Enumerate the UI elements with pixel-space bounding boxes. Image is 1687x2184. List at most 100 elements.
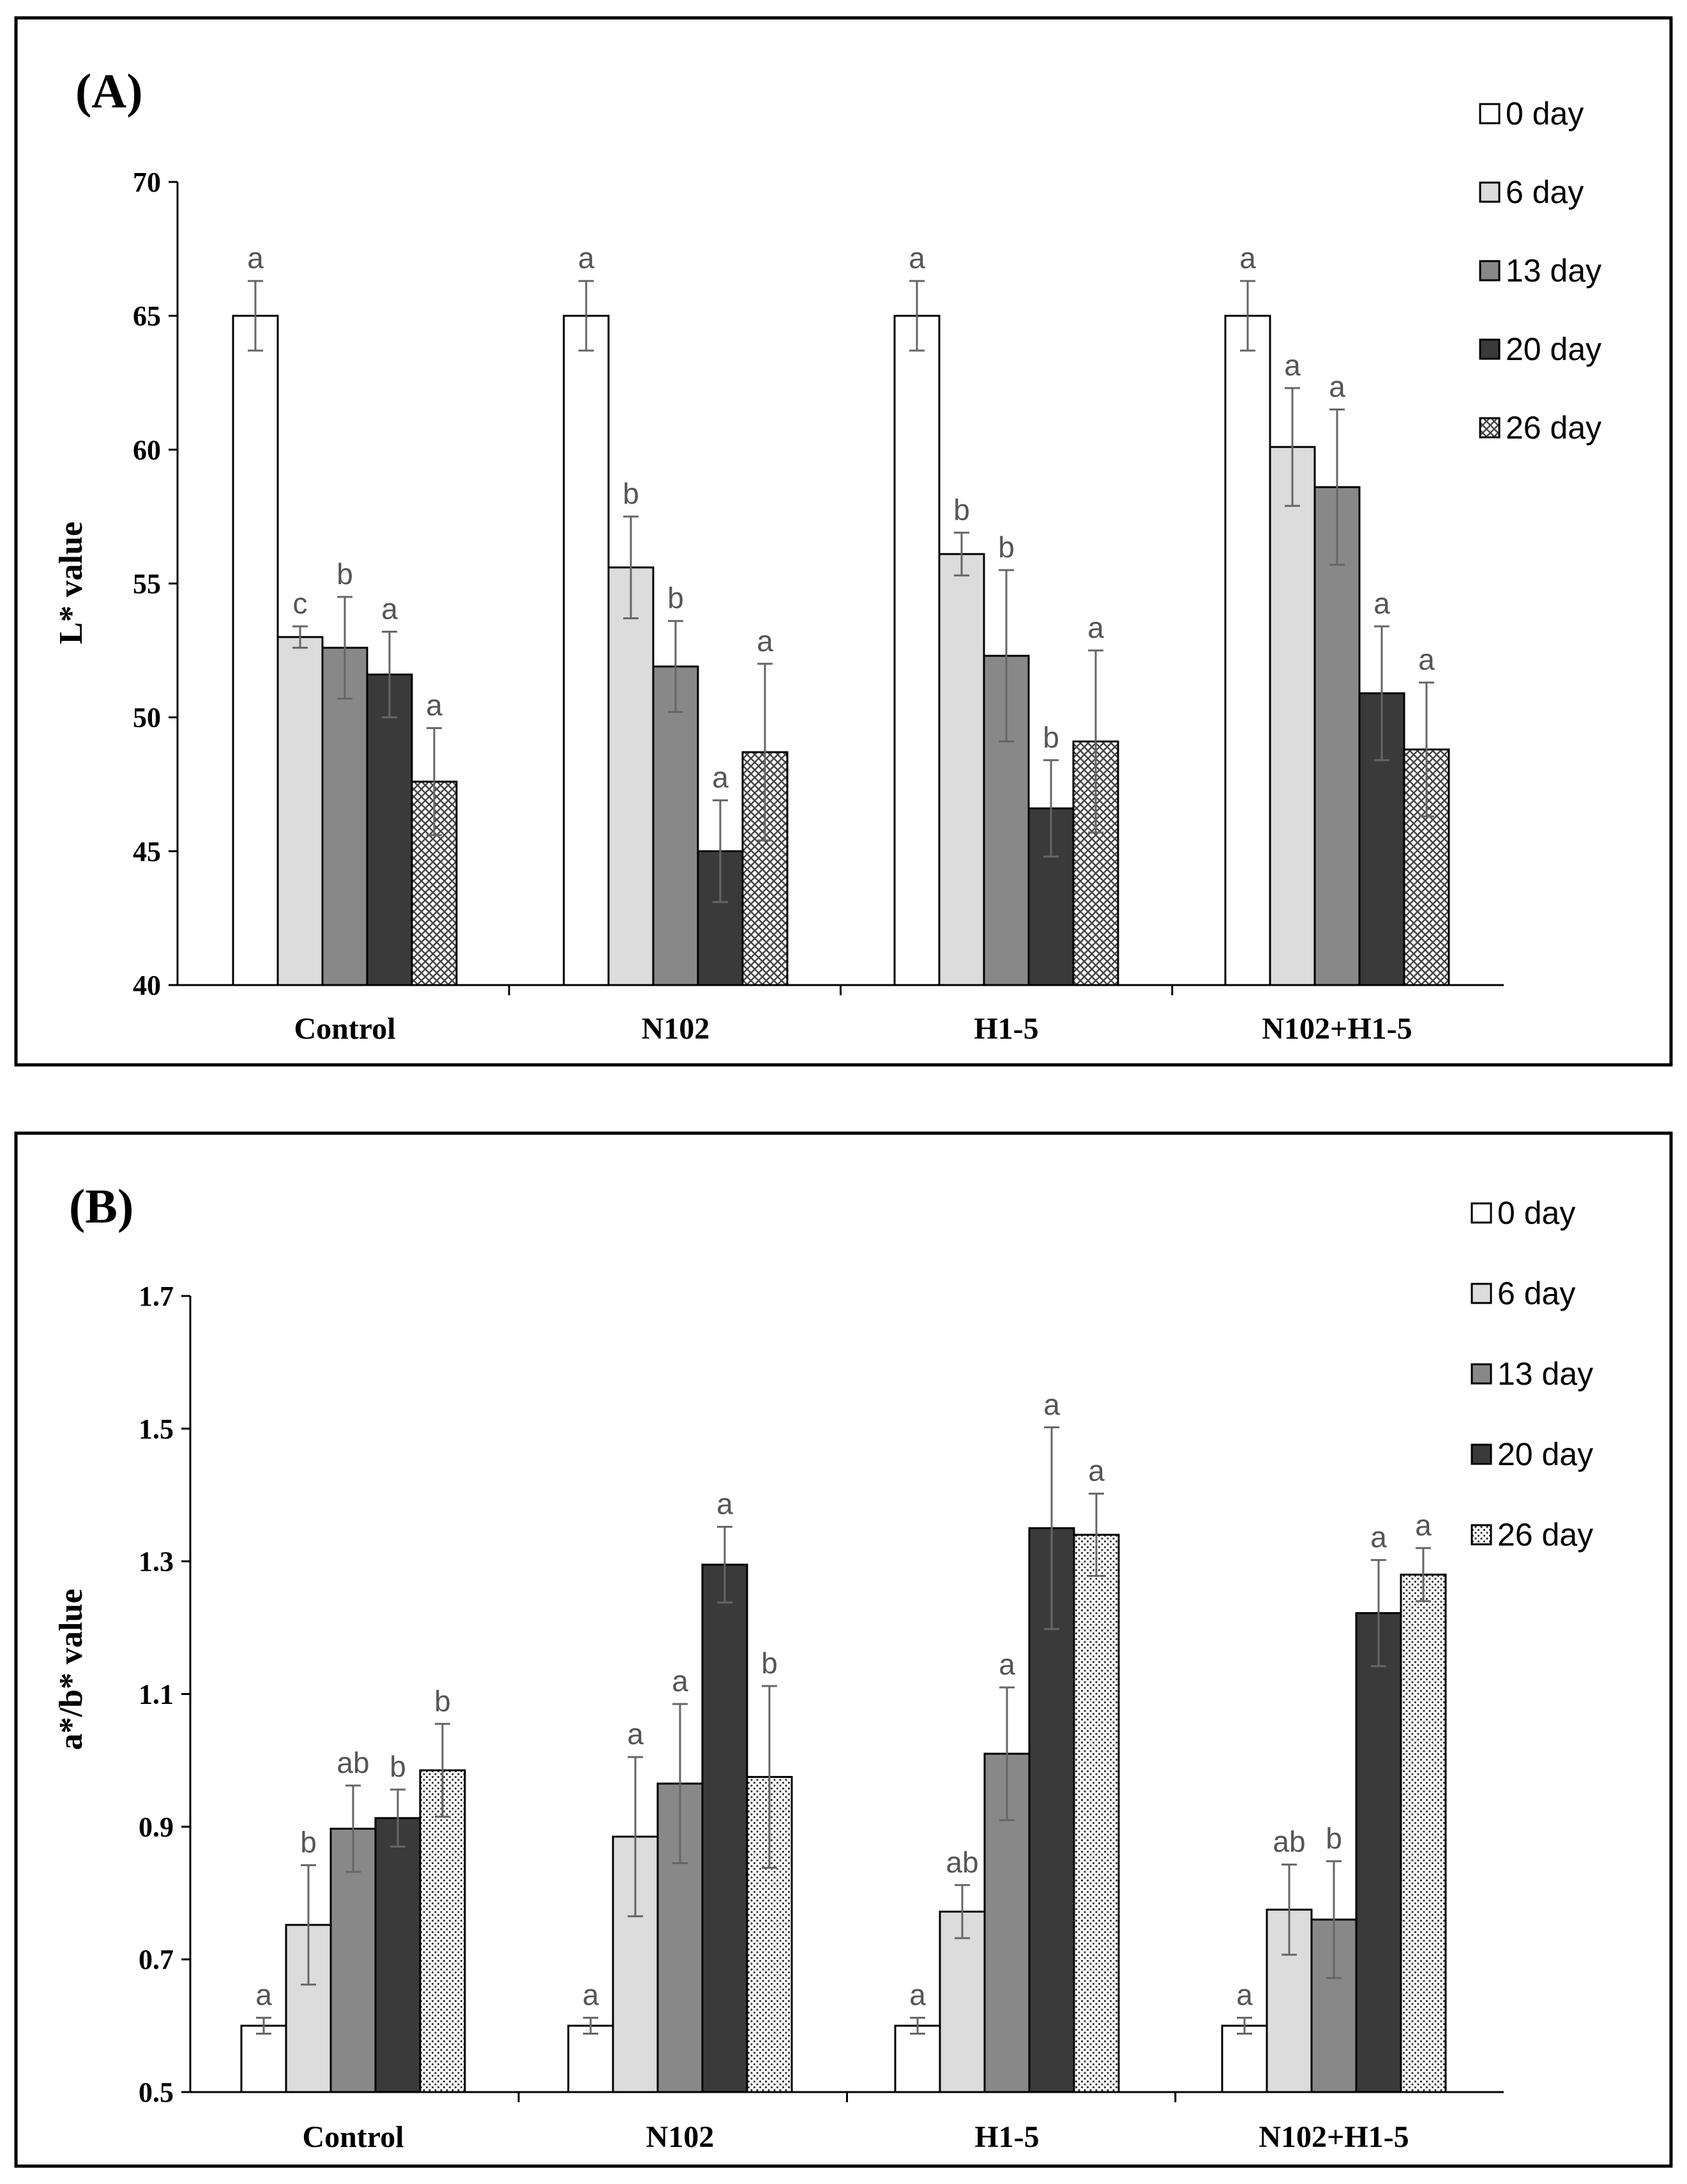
panel-b-significance-letter: a — [1415, 1509, 1432, 1542]
panel-b-significance-letter: b — [1326, 1821, 1342, 1855]
panel-a-significance-letter: b — [337, 557, 353, 591]
panel-b-significance-letter: a — [1236, 1978, 1253, 2012]
panel-a-y-tick-label: 50 — [133, 702, 161, 734]
panel-b-legend-label: 6 day — [1497, 1276, 1575, 1311]
panel-a-bar — [366, 674, 413, 986]
panel-a-significance-letter: b — [953, 493, 970, 526]
panel-a-significance-letter: a — [1284, 349, 1301, 382]
panel-a-bar — [232, 315, 279, 986]
panel-a-legend-label: 20 day — [1506, 331, 1601, 367]
panel-a-legend-label: 13 day — [1506, 253, 1601, 289]
panel-a-legend-label: 0 day — [1506, 96, 1584, 132]
panel-a-legend-swatch — [1479, 417, 1501, 439]
panel-a-legend-label: 6 day — [1506, 174, 1584, 210]
panel-a-y-tick-label: 55 — [133, 568, 161, 599]
panel-a-significance-letter: a — [1087, 611, 1104, 644]
panel-a-legend-swatch — [1479, 103, 1501, 124]
panel-a-y-tick-label: 60 — [133, 434, 161, 465]
panel-a-significance-letter: a — [426, 688, 443, 721]
panel-b-significance-letter: a — [582, 1978, 599, 2012]
panel-a-category-label: N102+H1-5 — [1262, 1012, 1412, 1046]
panel-a-significance-letter: b — [667, 582, 684, 615]
panel-a-bar — [607, 566, 654, 986]
panel-b-y-tick-label: 1.3 — [139, 1546, 174, 1578]
panel-b-legend-label: 26 day — [1497, 1517, 1593, 1553]
panel-b-significance-letter: ab — [946, 1846, 978, 1879]
panel-a-significance-letter: c — [293, 587, 308, 620]
panel-a-significance-letter: a — [1239, 241, 1256, 275]
panel-a-significance-letter: a — [1373, 587, 1390, 620]
panel-a-legend-swatch — [1479, 181, 1501, 203]
panel-b-bar — [1400, 1573, 1447, 2093]
panel-b-legend-label: 0 day — [1497, 1195, 1575, 1231]
panel-b-bar — [419, 1769, 466, 2093]
panel-b-legend-swatch — [1471, 1524, 1492, 1546]
panel-b-significance-letter: b — [390, 1750, 406, 1783]
panel-a-category-label: Control — [294, 1012, 395, 1046]
panel-b-significance-letter: ab — [1273, 1825, 1305, 1858]
panel-b-bar — [1073, 1533, 1120, 2093]
panel-a-bar — [276, 636, 324, 986]
panel-b-bar — [939, 1910, 986, 2093]
panel-b-bar — [1221, 2024, 1268, 2093]
panel-a-y-tick-label: 65 — [133, 301, 161, 332]
panel-b-y-tick-label: 0.5 — [139, 2077, 174, 2108]
panel-a-significance-letter: a — [712, 761, 729, 794]
panel-b-significance-letter: a — [909, 1978, 926, 2012]
panel-b-label: (B) — [69, 1180, 133, 1233]
panel-a-y-tick-label: 70 — [133, 167, 161, 198]
panel-b-legend-label: 13 day — [1497, 1356, 1593, 1392]
panel-a-bar — [1269, 446, 1316, 986]
panel-b-bar — [567, 2024, 614, 2093]
panel-a-significance-letter: a — [578, 241, 594, 275]
panel-b-y-axis-label: a*/b* value — [53, 1589, 89, 1751]
panel-b-legend-swatch — [1471, 1443, 1492, 1465]
panel-a-y-axis-label: L* value — [53, 522, 89, 644]
panel-b-significance-letter: a — [255, 1978, 272, 2012]
panel-b-significance-letter: a — [1043, 1388, 1060, 1421]
panel-a-significance-letter: b — [623, 477, 639, 510]
panel-b-significance-letter: a — [1370, 1521, 1387, 1554]
panel-b-significance-letter: b — [434, 1684, 451, 1717]
panel-a-y-tick-label: 40 — [133, 970, 161, 1001]
panel-a: (A) L* value 40455055606570ControlacbaaN… — [14, 16, 1673, 1067]
panel-a-significance-letter: a — [909, 241, 925, 275]
panel-b-bar — [374, 1817, 421, 2093]
panel-b-category-label: H1-5 — [974, 2120, 1039, 2154]
panel-b-bar — [894, 2024, 941, 2093]
panel-a-significance-letter: a — [1329, 370, 1345, 403]
panel-a-legend-swatch — [1479, 260, 1501, 282]
panel-b-significance-letter: b — [761, 1646, 778, 1680]
panel-a-bar — [938, 553, 985, 986]
panel-b-significance-letter: a — [627, 1717, 644, 1751]
panel-a-bar — [563, 315, 610, 986]
panel-b-y-tick-label: 0.7 — [139, 1944, 174, 1975]
panel-a-bar — [1224, 315, 1271, 986]
panel-b-legend-swatch — [1471, 1363, 1492, 1385]
panel-b-category-label: Control — [302, 2120, 404, 2154]
panel-b-bar — [612, 1835, 659, 2093]
panel-a-legend-label: 26 day — [1506, 410, 1601, 446]
panel-a-significance-letter: a — [247, 241, 264, 275]
panel-b-category-label: N102 — [646, 2120, 715, 2154]
panel-b-legend-swatch — [1471, 1283, 1492, 1304]
panel-b-significance-letter: ab — [337, 1746, 369, 1779]
panel-b-y-tick-label: 0.9 — [139, 1811, 174, 1842]
panel-b-bar — [701, 1563, 748, 2093]
panel-b-legend-label: 20 day — [1497, 1436, 1593, 1472]
panel-a-label: (A) — [75, 64, 143, 118]
panel-a-significance-letter: a — [381, 592, 398, 625]
panel-a-legend-swatch — [1479, 338, 1501, 360]
panel-a-category-label: N102 — [642, 1012, 710, 1046]
panel-a-y-tick-label: 45 — [133, 836, 161, 867]
panel-b-significance-letter: a — [672, 1664, 688, 1698]
panel-b-y-tick-label: 1.5 — [139, 1413, 174, 1445]
panel-b-y-tick-label: 1.7 — [139, 1281, 174, 1312]
panel-b-category-label: N102+H1-5 — [1259, 2120, 1409, 2154]
panel-a-frame — [14, 16, 1673, 1067]
panel-a-bar — [652, 665, 699, 986]
panel-b-bar — [1355, 1612, 1402, 2093]
panel-a-bar — [893, 315, 941, 986]
panel-a-category-label: H1-5 — [974, 1012, 1038, 1046]
